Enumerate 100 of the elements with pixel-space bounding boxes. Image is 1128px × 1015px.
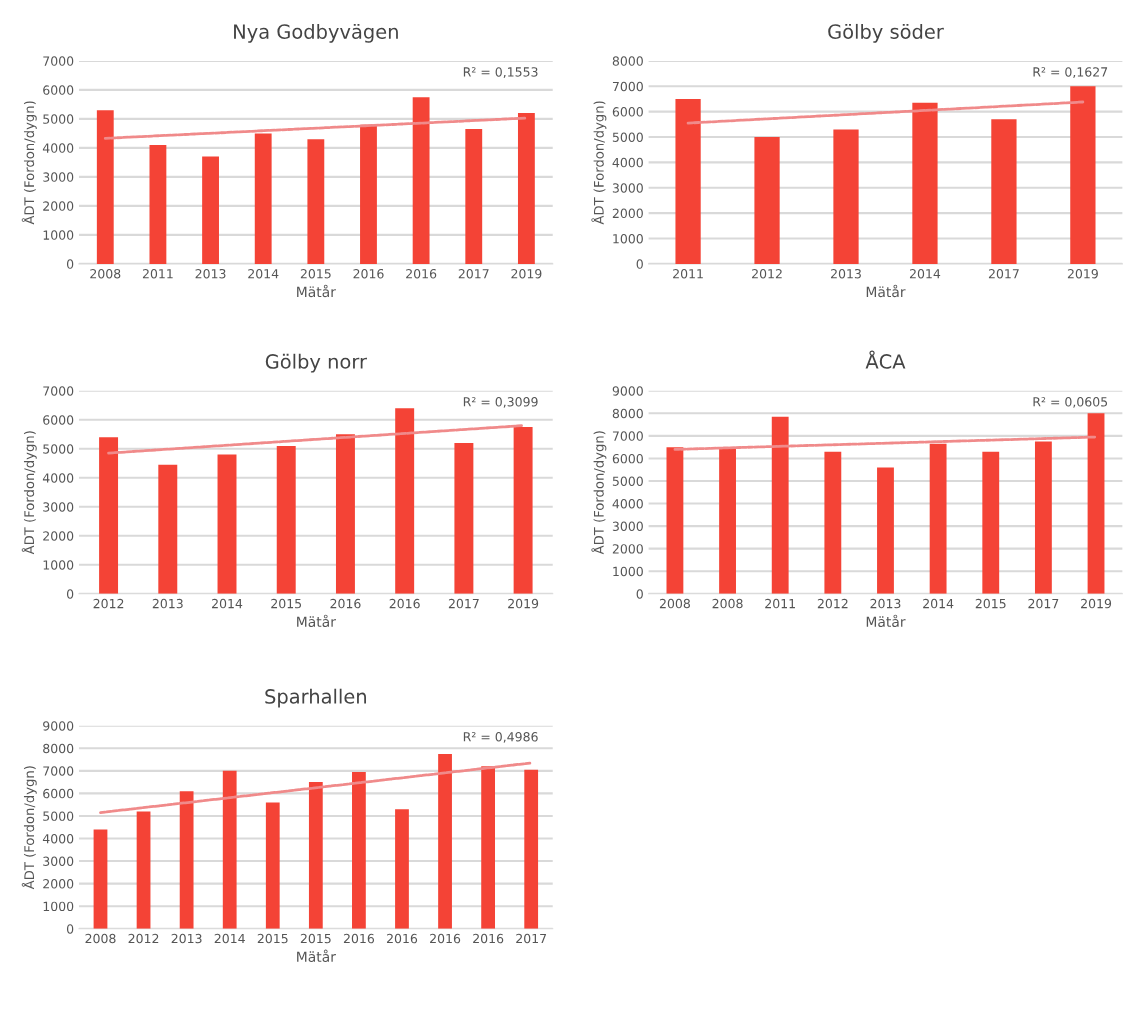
y-tick-label: 7000 [43,386,74,396]
bar [149,145,167,264]
bar [991,119,1017,264]
annotation: R² = 0,3099 [463,397,538,408]
y-tick-label: 0 [66,259,74,269]
bar [877,467,894,594]
x-tick-label: 2017 [988,268,1019,279]
y-tick-label: 5000 [43,114,74,124]
x-tick-label: 2013 [870,598,901,609]
chart-title: Gölby norr [265,353,367,373]
y-tick-label: 4000 [612,157,643,168]
bar [719,447,736,594]
x-tick-label: 2011 [142,268,173,279]
x-tick-label: 2016 [386,933,418,944]
bar [666,447,684,594]
bar [335,434,355,594]
bar [1087,413,1105,594]
bar [254,133,272,264]
x-tick-label: 2017 [448,598,479,609]
bar [912,102,938,264]
y-tick-label: 9000 [43,721,74,731]
x-tick-label: 2019 [1081,598,1112,609]
y-tick-label: 7000 [43,766,74,776]
x-tick-label: 2013 [831,268,861,279]
x-tick-label: 2015 [300,933,331,944]
x-tick-label: 2015 [975,598,1006,609]
bar [96,110,114,264]
chart-title: Nya Godbyvägen [234,23,398,43]
x-tick-label: 2008 [659,598,690,609]
y-tick-label: 9000 [612,386,643,396]
bar [179,791,194,929]
chart-title: Sparhallen [265,688,366,708]
x-tick-label: 2014 [923,598,954,609]
x-tick-label: 2014 [248,268,279,279]
chart-title: ÅCA [865,350,906,369]
annotation: R² = 0,1553 [463,67,538,78]
bar [833,129,859,264]
bar [93,829,108,929]
annotation: R² = 0,0605 [1033,397,1108,408]
bar [1070,86,1096,264]
bar [1034,441,1052,594]
bar [517,113,535,264]
bar [771,416,789,594]
y-tick-label: 4000 [42,473,74,483]
x-tick-label: 2019 [1067,268,1098,279]
x-tick-label: 2012 [128,933,159,944]
bar [824,451,842,594]
x-tick-label: 2015 [300,268,331,279]
y-tick-label: 4000 [42,143,74,153]
x-tick-label: 2016 [406,268,437,279]
y-tick-label: 1000 [43,230,74,240]
y-tick-label: 7000 [612,81,643,92]
x-tick-label: 2019 [511,268,542,279]
bar [412,97,430,264]
bar [675,98,701,264]
y-tick-label: 3000 [612,521,643,532]
bar [217,454,237,594]
x-axis-title: Mätår [866,284,906,298]
x-tick-label: 2008 [85,933,116,944]
annotation: R² = 0,1627 [1033,67,1108,78]
x-tick-label: 2012 [817,598,848,609]
bar [754,137,780,264]
y-tick-label: 5000 [43,444,74,454]
x-tick-label: 2017 [458,268,489,279]
y-tick-label: 1000 [613,234,643,244]
bar [929,443,947,594]
y-tick-label: 5000 [612,476,643,486]
x-axis-title: Mätår [866,614,906,628]
x-tick-label: 2015 [257,933,288,944]
y-tick-label: 4000 [42,833,74,844]
y-tick-label: 6000 [43,85,74,95]
y-tick-label: 7000 [612,431,643,441]
y-tick-label: 8000 [612,56,643,66]
bar [454,442,474,594]
y-tick-label: 2000 [612,208,643,219]
x-tick-label: 2017 [516,933,547,944]
x-tick-label: 2016 [330,598,361,609]
x-tick-label: 2014 [909,268,941,279]
bar [136,811,151,929]
bar [276,445,296,594]
bar [481,766,496,929]
y-tick-label: 7000 [43,56,74,66]
x-tick-label: 2008 [712,598,743,609]
y-axis-title: ÅDT (Fordon/dygn) [591,431,607,555]
x-tick-label: 2017 [1028,598,1059,609]
y-tick-label: 5000 [612,132,643,142]
x-tick-label: 2019 [508,598,539,609]
x-tick-label: 2011 [673,268,703,279]
y-tick-label: 1000 [613,566,643,577]
y-axis-title: ÅDT (Fordon/dygn) [21,766,37,890]
x-tick-label: 2013 [152,598,183,609]
y-axis-title: ÅDT (Fordon/dygn) [591,101,607,225]
y-tick-label: 3000 [43,856,74,866]
y-tick-label: 2000 [43,879,74,889]
x-tick-label: 2016 [473,933,504,944]
x-tick-label: 2016 [343,933,375,944]
bar [524,769,539,929]
x-tick-label: 2011 [765,598,795,609]
bar [395,809,409,929]
y-tick-label: 2000 [43,201,74,211]
